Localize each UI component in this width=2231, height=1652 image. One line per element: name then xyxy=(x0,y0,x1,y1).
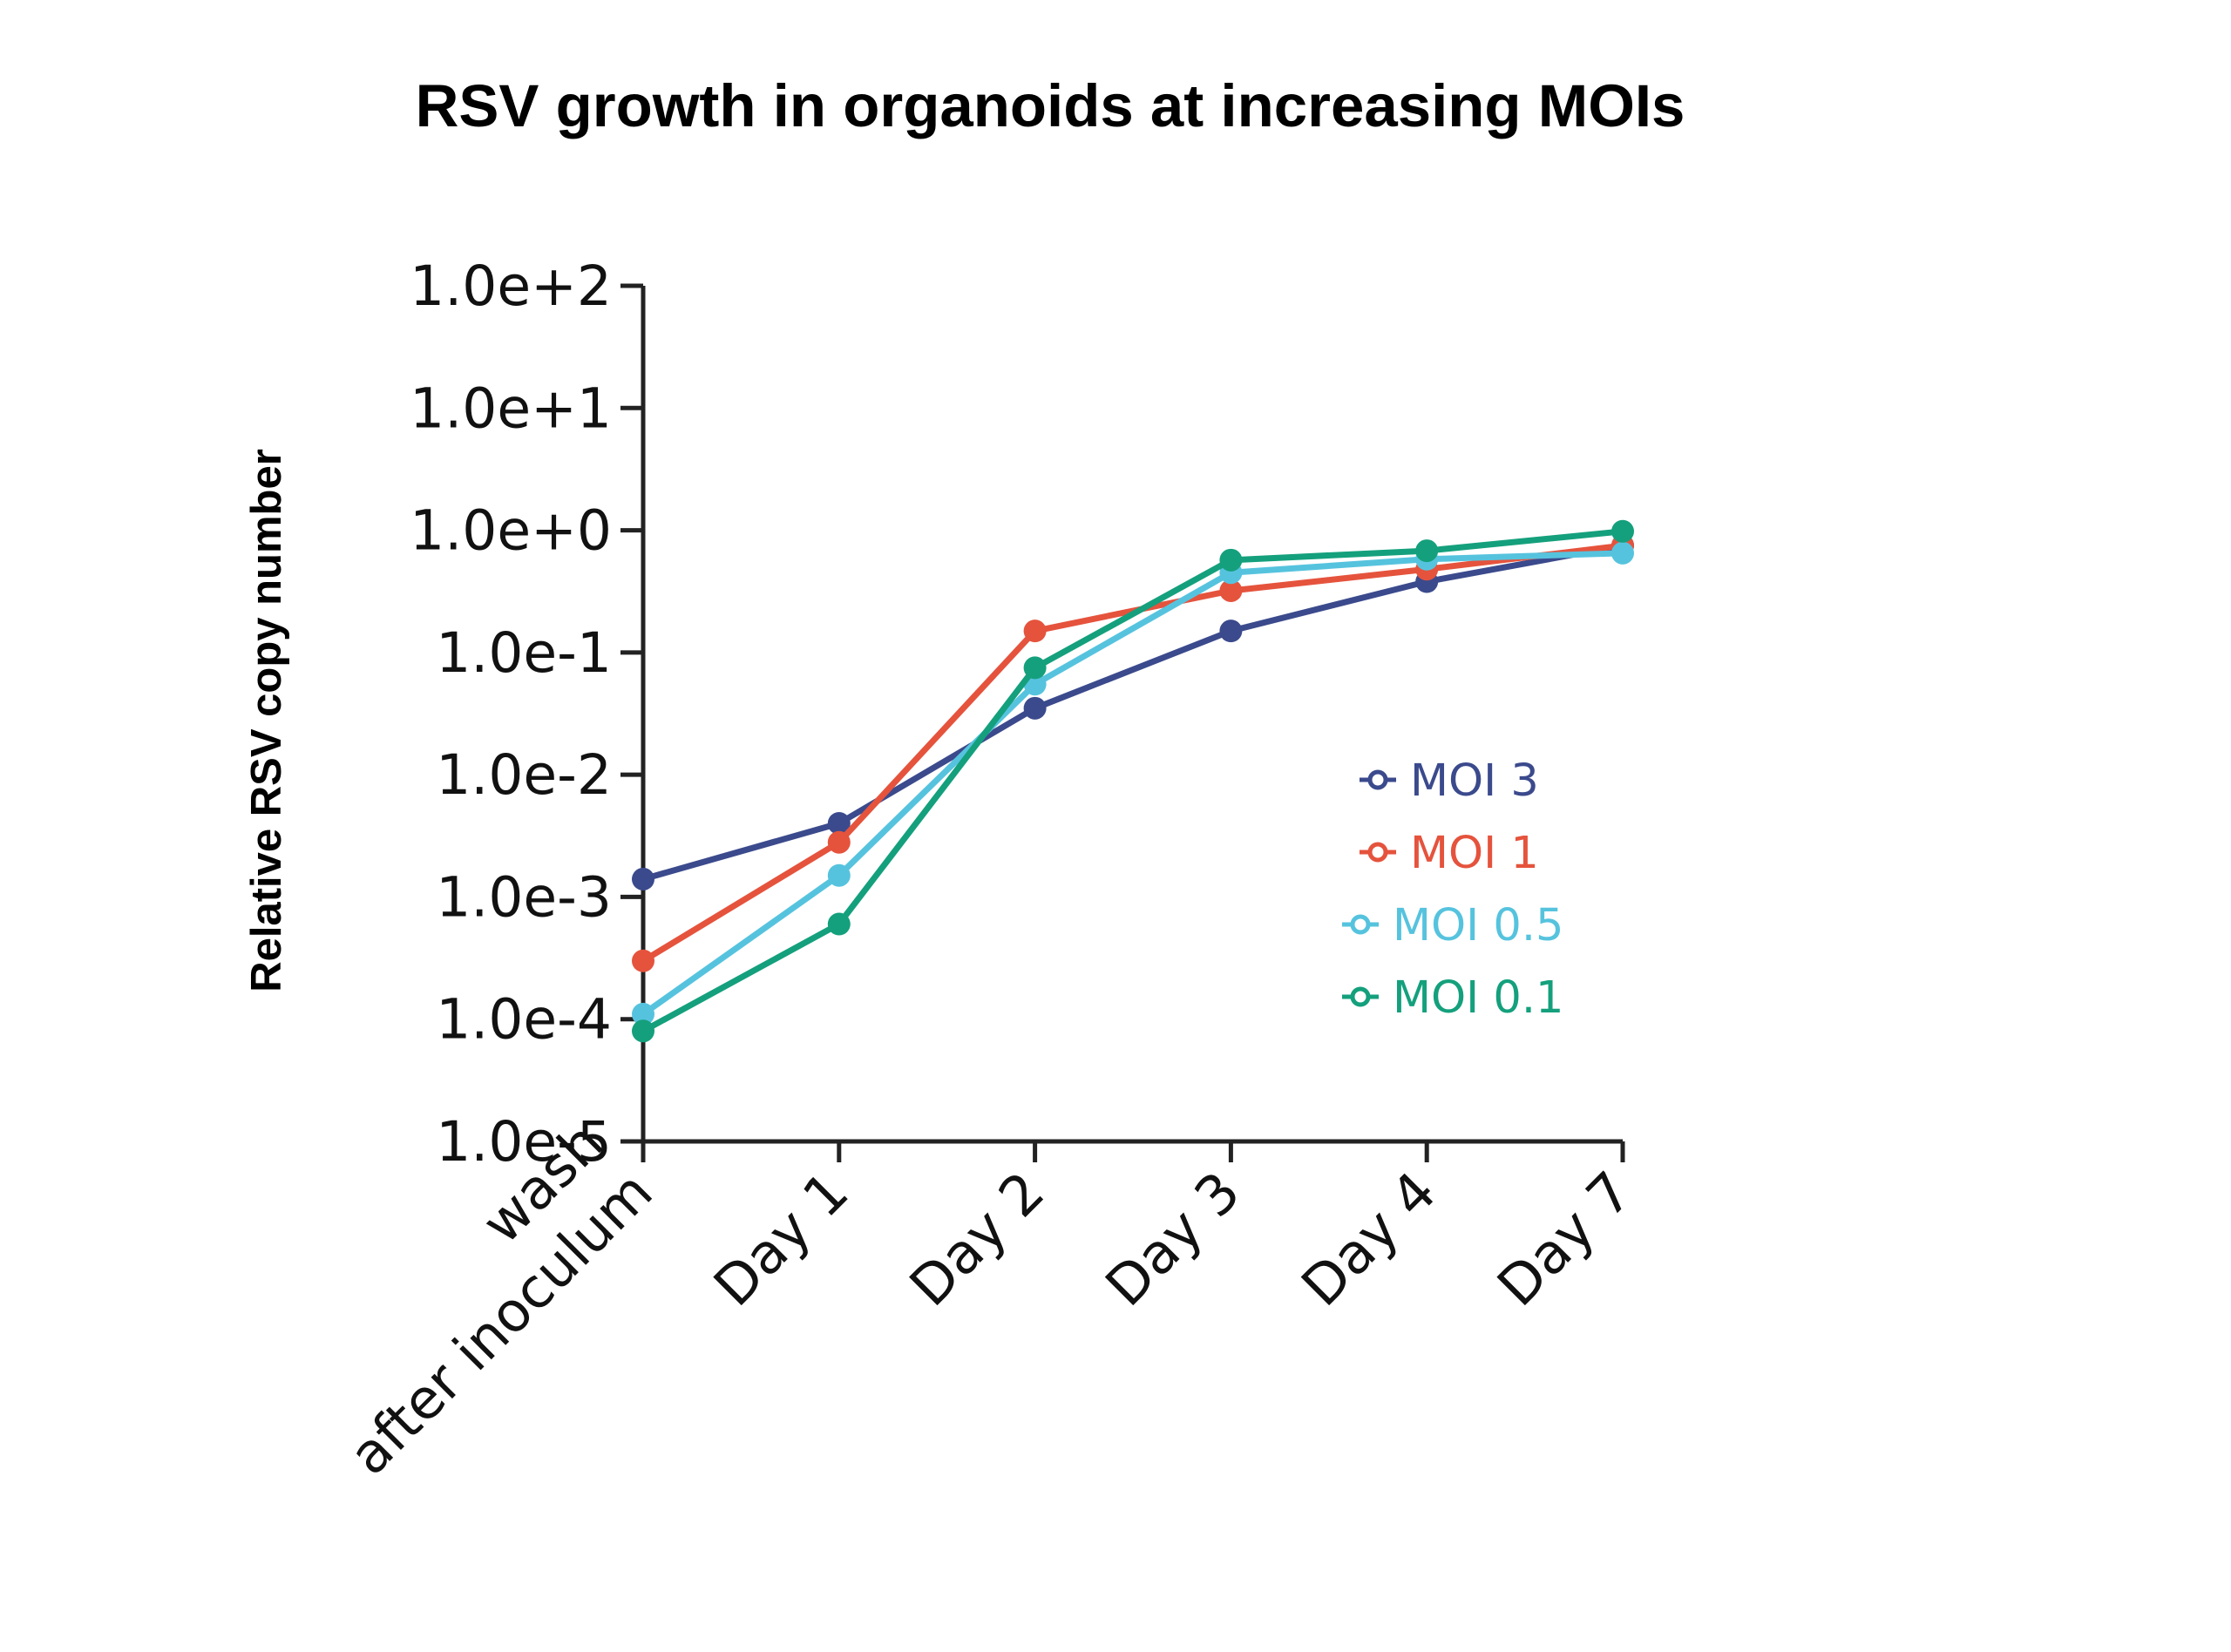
series-line-moi-1 xyxy=(641,542,1624,964)
x-tick-label-line: Day 2 xyxy=(898,1160,1056,1318)
data-point-moi-3 xyxy=(1023,696,1047,720)
y-tick-label: 1.0e+2 xyxy=(410,254,612,318)
data-point-moi-3 xyxy=(632,867,654,890)
x-tick-label-line: Day 7 xyxy=(1486,1160,1644,1318)
x-tick-label: Day 1 xyxy=(702,1160,860,1318)
data-point-moi-0-5 xyxy=(1611,541,1634,565)
data-point-moi-1 xyxy=(1023,620,1047,643)
y-tick-label: 1.0e-2 xyxy=(436,743,612,807)
data-point-moi-1 xyxy=(1219,579,1243,602)
series-line-moi-0-1 xyxy=(641,528,1624,1034)
legend-label-moi-3: MOI 3 xyxy=(1410,755,1539,807)
data-point-moi-0-1 xyxy=(827,912,851,936)
data-point-moi-0-1 xyxy=(632,1019,654,1043)
x-tick-label: Day 7 xyxy=(1486,1160,1644,1318)
x-tick-label: Day 2 xyxy=(898,1160,1056,1318)
data-point-moi-0-5 xyxy=(827,863,851,887)
x-tick-label: Day 4 xyxy=(1290,1160,1448,1318)
data-point-moi-1 xyxy=(632,949,654,972)
series-line-moi-3 xyxy=(642,542,1624,883)
legend-label-moi-1: MOI 1 xyxy=(1410,828,1539,879)
data-point-moi-1 xyxy=(827,830,851,854)
data-point-moi-3 xyxy=(827,811,851,835)
data-point-moi-3 xyxy=(1219,620,1243,643)
y-tick-label: 1.0e-3 xyxy=(436,865,612,929)
legend-marker-moi-0-1 xyxy=(1350,986,1371,1007)
legend-marker-moi-1 xyxy=(1367,842,1388,863)
data-point-moi-0-5 xyxy=(632,1002,654,1026)
data-point-moi-0-1 xyxy=(1611,519,1634,543)
legend-marker-moi-0-5 xyxy=(1350,914,1371,935)
x-tick-label-line: Day 3 xyxy=(1094,1160,1252,1318)
legend-label-moi-0-1: MOI 0.1 xyxy=(1393,972,1564,1024)
legend-marker-moi-3 xyxy=(1367,769,1388,790)
x-tick-label-line: Day 4 xyxy=(1290,1160,1448,1318)
x-tick-label-line: Day 1 xyxy=(702,1160,860,1318)
y-tick-label: 1.0e-4 xyxy=(436,988,612,1052)
y-tick-label: 1.0e-1 xyxy=(436,621,612,685)
y-tick-label: 1.0e+1 xyxy=(410,376,612,440)
chart-title: RSV growth in organoids at increasing MO… xyxy=(416,72,1685,139)
data-point-moi-0-1 xyxy=(1219,548,1243,572)
data-point-moi-0-1 xyxy=(1023,656,1047,680)
legend-label-moi-0-5: MOI 0.5 xyxy=(1393,900,1564,951)
x-tick-label: Day 3 xyxy=(1094,1160,1252,1318)
y-axis-label: Relative RSV copy number xyxy=(243,449,290,992)
series-line-moi-0-5 xyxy=(641,550,1624,1017)
y-tick-label: 1.0e-5 xyxy=(436,1110,612,1174)
y-tick-label: 1.0e+0 xyxy=(410,499,612,563)
data-point-moi-0-1 xyxy=(1415,539,1439,563)
